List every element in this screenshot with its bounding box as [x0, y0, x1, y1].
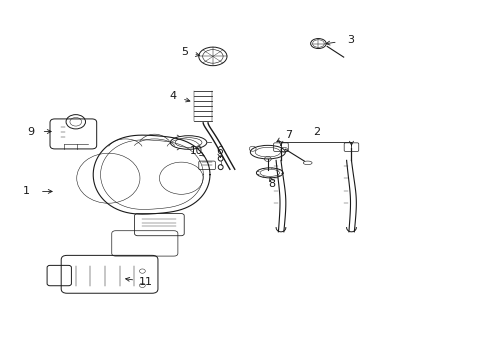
Text: 10: 10	[189, 146, 202, 156]
Text: 7: 7	[284, 130, 291, 140]
Text: 9: 9	[27, 127, 34, 137]
Text: 6: 6	[216, 146, 222, 156]
Text: 3: 3	[346, 35, 353, 45]
Text: 8: 8	[268, 179, 275, 189]
Text: 2: 2	[312, 127, 319, 138]
Text: 5: 5	[182, 48, 188, 58]
Text: 4: 4	[169, 91, 176, 101]
Text: 11: 11	[139, 277, 153, 287]
Text: 1: 1	[23, 186, 30, 197]
